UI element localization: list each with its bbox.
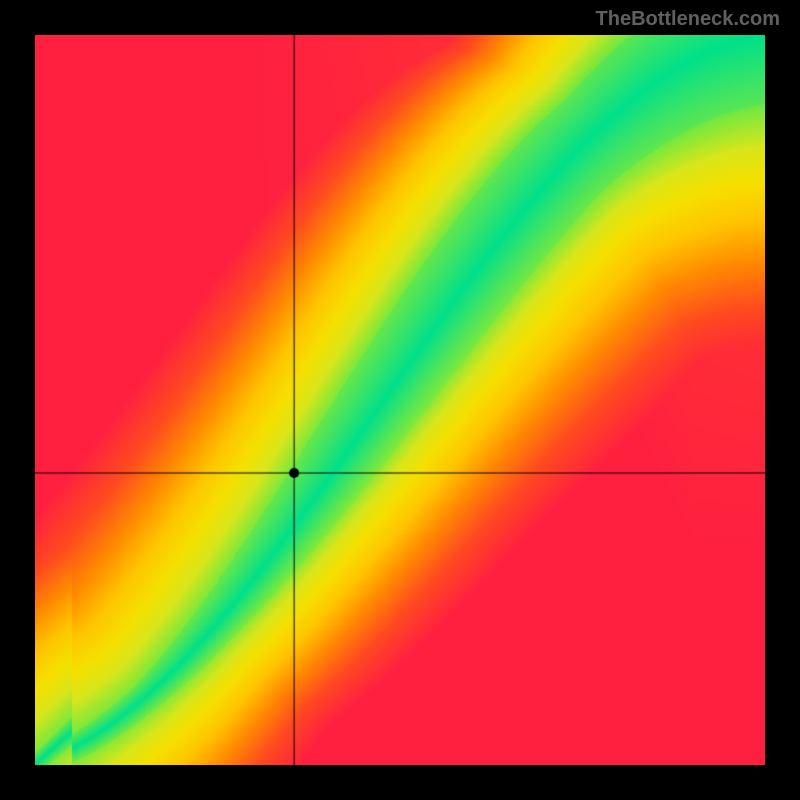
watermark-text: TheBottleneck.com [596,8,780,31]
bottleneck-heatmap [35,35,765,765]
chart-container: TheBottleneck.com [0,0,800,800]
